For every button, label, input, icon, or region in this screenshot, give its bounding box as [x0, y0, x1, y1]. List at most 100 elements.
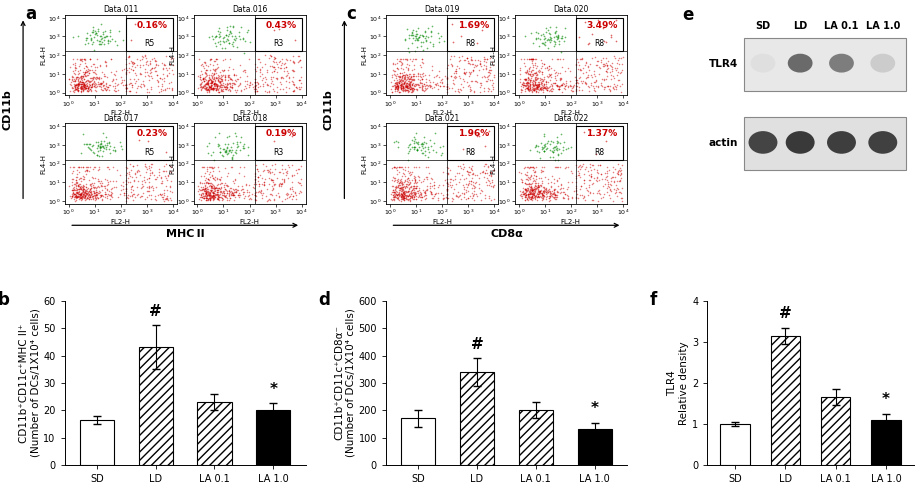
Point	[162, 194, 177, 202]
Point	[393, 164, 408, 172]
Point	[194, 86, 209, 94]
Point	[154, 87, 169, 95]
Point	[462, 172, 476, 179]
Point	[534, 84, 549, 92]
Point	[414, 190, 428, 198]
Point	[132, 167, 147, 175]
Point	[407, 178, 422, 186]
Point	[263, 62, 278, 70]
Point	[232, 193, 246, 201]
Point	[394, 192, 409, 200]
Point	[118, 189, 133, 197]
Point	[521, 74, 535, 82]
Point	[421, 34, 436, 42]
Point	[86, 23, 101, 31]
Point	[446, 76, 461, 84]
Point	[160, 186, 174, 194]
Point	[528, 64, 543, 72]
Point	[198, 85, 213, 93]
Point	[569, 162, 584, 170]
Point	[207, 82, 222, 90]
Point	[416, 140, 431, 148]
Point	[533, 186, 548, 194]
Point	[197, 77, 211, 85]
Point	[569, 174, 583, 182]
Point	[485, 80, 499, 88]
Point	[599, 38, 614, 46]
Point	[403, 78, 418, 86]
Point	[205, 184, 220, 192]
Point	[219, 148, 234, 156]
Point	[535, 38, 550, 46]
Point	[609, 66, 624, 74]
Point	[578, 68, 593, 76]
Point	[214, 81, 229, 89]
Point	[463, 164, 478, 172]
Point	[229, 185, 244, 193]
Point	[68, 80, 83, 88]
Point	[529, 73, 544, 81]
Point	[385, 182, 400, 190]
Point	[123, 76, 138, 84]
Point	[78, 186, 93, 194]
Point	[406, 182, 421, 190]
Point	[533, 74, 547, 82]
Ellipse shape	[829, 54, 854, 72]
Point	[93, 80, 108, 88]
Point	[463, 53, 478, 61]
Point	[404, 75, 419, 83]
Point	[208, 192, 222, 200]
Point	[101, 36, 115, 44]
Point	[87, 190, 102, 198]
Point	[395, 71, 410, 79]
Point	[416, 80, 431, 88]
Point	[80, 143, 95, 151]
Point	[388, 188, 402, 196]
Point	[89, 70, 103, 78]
Point	[385, 59, 400, 67]
Point	[156, 191, 171, 199]
Point	[596, 190, 611, 198]
Point	[85, 28, 100, 36]
Point	[578, 62, 593, 70]
Point	[529, 147, 544, 155]
Point	[281, 190, 295, 198]
Point	[136, 54, 150, 62]
Point	[522, 62, 537, 70]
Point	[64, 194, 78, 202]
Point	[152, 190, 167, 198]
Point	[593, 79, 608, 87]
Point	[77, 194, 91, 202]
Point	[222, 39, 236, 47]
Point	[528, 60, 543, 68]
Point	[91, 194, 106, 202]
Point	[145, 74, 160, 82]
Point	[613, 188, 628, 196]
Point	[560, 144, 575, 152]
Point	[393, 190, 408, 198]
Point	[86, 148, 101, 156]
Point	[258, 75, 273, 83]
Point	[84, 184, 99, 192]
Point	[388, 78, 402, 86]
Point	[195, 164, 210, 172]
Point	[219, 181, 234, 189]
Point	[222, 79, 236, 87]
Point	[598, 75, 613, 83]
Point	[253, 58, 268, 66]
Point	[92, 178, 107, 186]
Point	[77, 82, 91, 90]
Point	[85, 83, 100, 91]
Point	[599, 60, 614, 68]
Point	[395, 87, 410, 95]
Point	[118, 84, 133, 92]
Point	[141, 162, 156, 170]
Point	[470, 56, 485, 64]
Point	[259, 88, 274, 96]
Point	[419, 85, 434, 93]
Point	[549, 82, 564, 90]
Point	[612, 177, 627, 185]
Point	[103, 188, 118, 196]
Point	[611, 170, 626, 178]
Point	[573, 182, 588, 190]
